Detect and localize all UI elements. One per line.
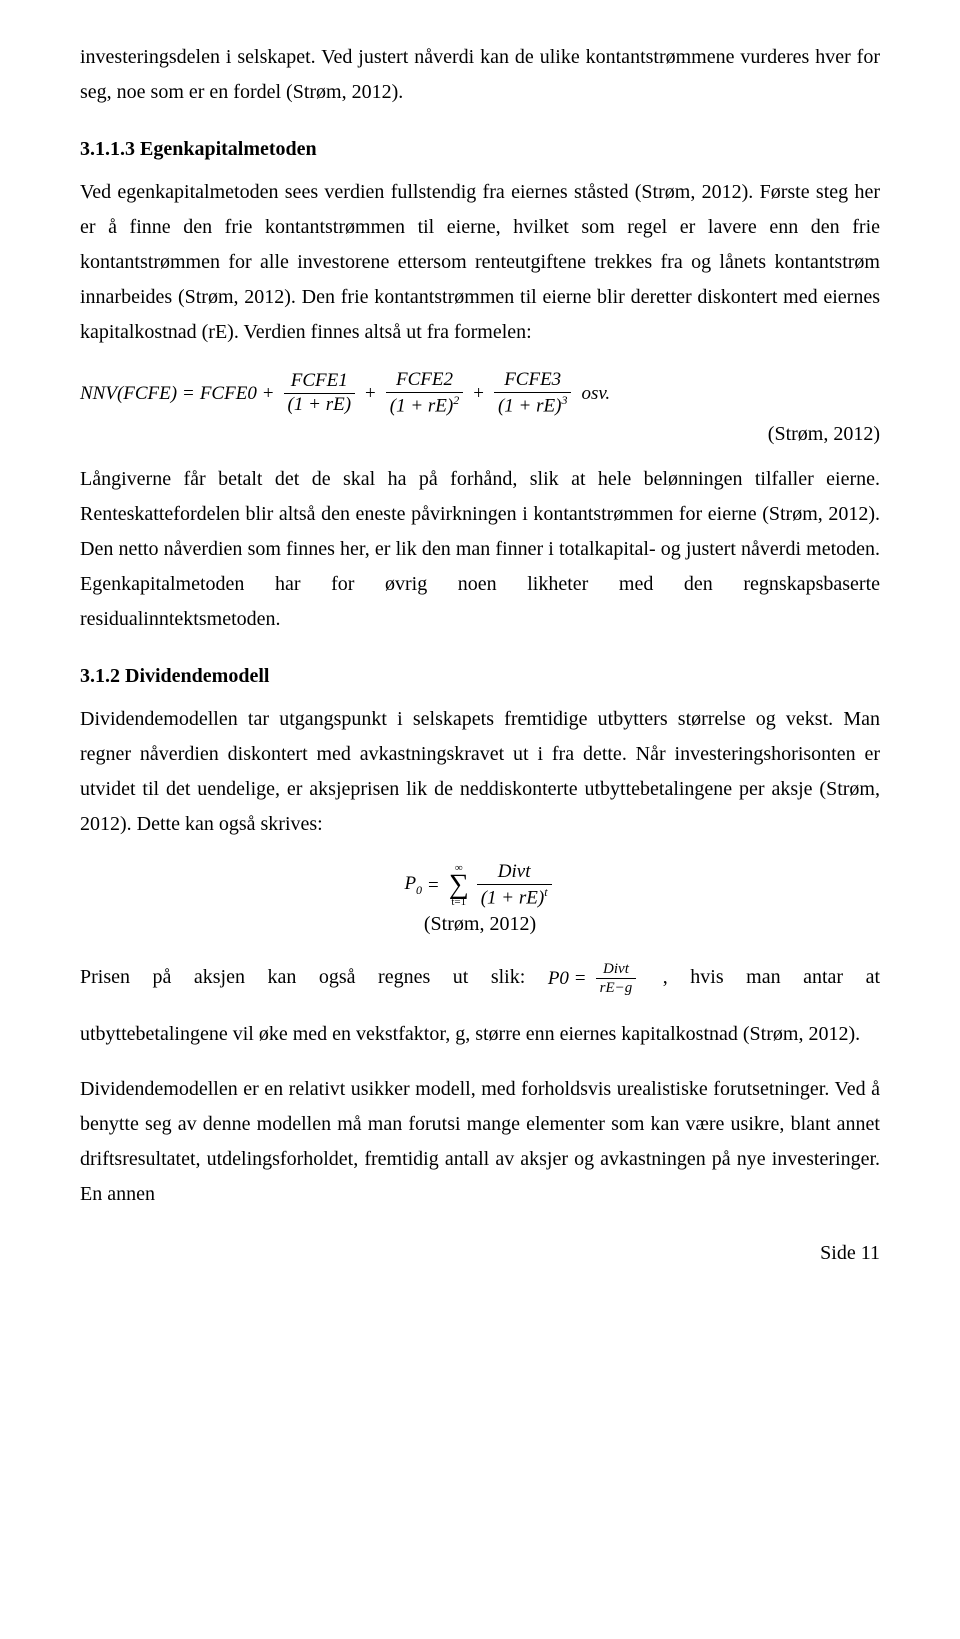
frac1-den: (1 + rE) [288,394,351,415]
formula3-den: rE−g [596,980,637,997]
formula-source-2: (Strøm, 2012) [80,913,880,936]
formula-frac-2: FCFE2 (1 + rE)2 [386,370,463,417]
formula2-num: Divt [494,862,535,883]
formula-source-1: (Strøm, 2012) [80,423,880,446]
frac3-num: FCFE3 [500,370,565,391]
para5-text-a: Prisen på aksjen kan også regnes ut slik… [80,966,548,988]
frac1-num: FCFE1 [287,371,352,392]
frac3-den: (1 + rE) [498,395,561,416]
summation-symbol: ∞ ∑ t=1 [449,863,469,907]
paragraph-dividende-2: utbyttebetalingene vil øke med en vekstf… [80,1017,880,1052]
formula-tail: osv. [581,383,610,405]
document-page: investeringsdelen i selskapet. Ved juste… [0,0,960,1305]
paragraph-dividende-1: Dividendemodellen tar utgangspunkt i sel… [80,702,880,842]
paragraph-egenkapital-1: Ved egenkapitalmetoden sees verdien full… [80,175,880,350]
plus-sign: + [365,383,376,405]
equals-sign: = [183,383,194,405]
formula2-exp: t [544,885,547,899]
formula2-den: (1 + rE) [481,887,544,908]
formula3-lhs: P0 [548,962,569,995]
plus-sign: + [263,383,274,405]
paragraph-inline-formula: Prisen på aksjen kan også regnes ut slik… [80,960,880,996]
frac2-den: (1 + rE) [390,395,453,416]
formula3-num: Divt [599,961,633,978]
equals-sign: = [428,875,439,897]
heading-dividendemodell: 3.1.2 Dividendemodell [80,665,880,688]
plus-sign: + [473,383,484,405]
formula-nnv-fcfe: NNV(FCFE) = FCFE0 + FCFE1 (1 + rE) + FCF… [80,370,880,417]
para5-text-b: , hvis man antar at [663,966,880,988]
frac3-exp: 3 [561,393,567,407]
frac2-num: FCFE2 [392,370,457,391]
formula-frac-1: FCFE1 (1 + rE) [284,371,355,416]
heading-egenkapitalmetoden: 3.1.1.3 Egenkapitalmetoden [80,138,880,161]
formula-lhs: NNV(FCFE) [80,383,177,405]
formula2-lhs: P0 [404,873,422,898]
formula-frac-3: FCFE3 (1 + rE)3 [494,370,571,417]
formula-dividend-sum: P0 = ∞ ∑ t=1 Divt (1 + rE)t [80,862,880,909]
paragraph-egenkapital-2: Långiverne får betalt det de skal ha på … [80,462,880,637]
sum-lower: t=1 [451,897,466,908]
formula-term0: FCFE0 [200,383,257,405]
formula-p0-inline: P0 = Divt rE−g [548,961,640,997]
page-number: Side 11 [80,1242,880,1265]
formula2-frac: Divt (1 + rE)t [477,862,552,909]
paragraph-dividende-3: Dividendemodellen er en relativt usikker… [80,1072,880,1212]
frac2-exp: 2 [453,393,459,407]
paragraph-intro: investeringsdelen i selskapet. Ved juste… [80,40,880,110]
